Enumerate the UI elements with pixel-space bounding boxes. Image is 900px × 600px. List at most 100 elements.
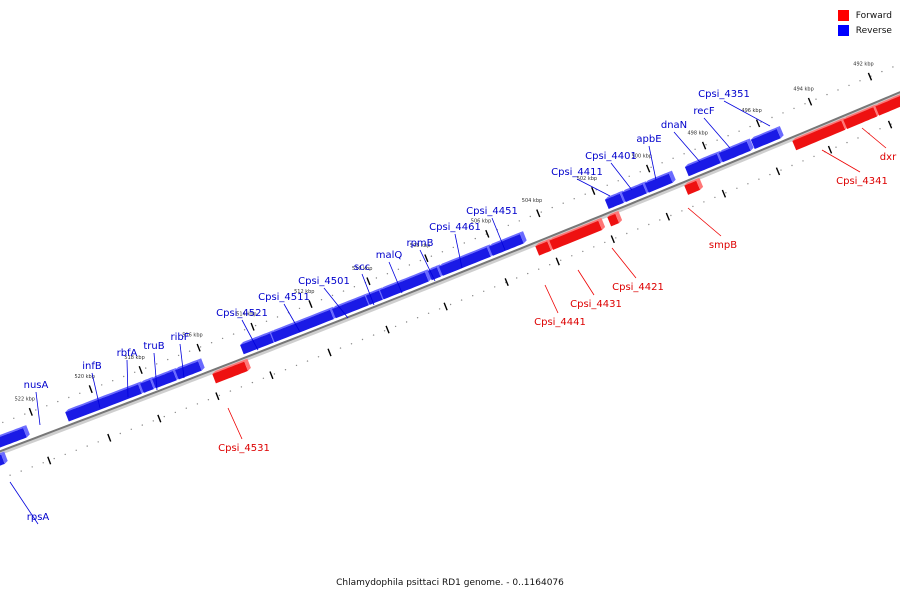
lower-guide-dot: [449, 303, 452, 306]
upper-guide-dot: [837, 89, 839, 91]
lower-guide-dot: [582, 250, 584, 253]
upper-guide-dot: [145, 367, 147, 369]
ribF-label[interactable]: ribF: [171, 332, 190, 343]
lower-guide-dot: [20, 470, 22, 472]
lower-guide-dot: [361, 338, 364, 341]
lower-guide-dot: [64, 453, 66, 456]
upper-guide-dot: [221, 337, 224, 340]
Cpsi_4531-label[interactable]: Cpsi_4531: [218, 443, 270, 454]
upper-guide-dot: [793, 107, 795, 110]
Cpsi_4421-gene-block: [607, 213, 620, 227]
truB-label[interactable]: truB: [143, 341, 164, 352]
infB-leader-line: [91, 372, 101, 409]
recF-gene-top: [718, 138, 750, 153]
Cpsi_4521-label[interactable]: Cpsi_4521: [216, 308, 268, 319]
ribF-gene-end: [198, 358, 205, 371]
Cpsi_4421-label[interactable]: Cpsi_4421: [612, 282, 664, 293]
Cpsi_4511-leader-line: [283, 303, 301, 333]
Cpsi_4521-gene-block: [240, 333, 274, 355]
malQ-label[interactable]: malQ: [376, 250, 403, 261]
scc-label[interactable]: scc: [354, 262, 370, 273]
scale-tick-lower: [107, 433, 112, 442]
Cpsi_4421-gene-end: [615, 210, 623, 224]
nusA-gene-top: [0, 425, 27, 437]
rbfA-label[interactable]: rbfA: [117, 348, 138, 359]
scale-tick-lower: [721, 189, 727, 198]
rpsA-label[interactable]: rpsA: [27, 512, 50, 523]
Cpsi_4511-label[interactable]: Cpsi_4511: [258, 292, 310, 303]
upper-guide-dot: [35, 409, 37, 411]
lower-guide-dot: [240, 386, 243, 388]
scale-tick-label: 512 kbp: [294, 289, 314, 295]
rpmB-label[interactable]: rpmB: [406, 238, 433, 249]
lower-guide-dot: [438, 308, 441, 310]
upper-guide-dot: [507, 224, 509, 227]
backbone-shadow: [0, 93, 900, 456]
lower-guide-dot: [339, 347, 342, 349]
Cpsi_4401-gene-block: [621, 184, 647, 203]
Cpsi_4431-gene-end: [598, 217, 606, 230]
upper-guide-dot: [101, 384, 103, 386]
Cpsi_4441-label[interactable]: Cpsi_4441: [534, 317, 586, 328]
scale-tick-lower: [555, 257, 560, 266]
lower-guide-dot: [769, 173, 771, 176]
lower-guide-dot: [163, 415, 165, 418]
upper-guide-dot: [419, 259, 422, 262]
Cpsi_4441-gene-top: [535, 238, 551, 247]
upper-guide-dot: [386, 273, 389, 275]
apbE-leader-line: [648, 145, 657, 181]
Cpsi_4351-label[interactable]: Cpsi_4351: [698, 89, 750, 100]
upper-guide-dot: [859, 80, 861, 82]
apbE-label[interactable]: apbE: [636, 134, 661, 145]
Cpsi_4501-label[interactable]: Cpsi_4501: [298, 276, 350, 287]
Cpsi_4411-label[interactable]: Cpsi_4411: [551, 167, 603, 178]
scale-tick-label: 494 kbp: [793, 87, 813, 93]
malQ-leader-line: [388, 261, 403, 294]
infB-label[interactable]: infB: [82, 361, 102, 372]
scale-tick-label: 508 kbp: [410, 243, 430, 249]
Cpsi_4451-label[interactable]: Cpsi_4451: [466, 206, 518, 217]
dxr-label[interactable]: dxr: [880, 152, 897, 163]
lower-guide-dot: [317, 356, 320, 358]
Cpsi_4401-label[interactable]: Cpsi_4401: [585, 151, 637, 162]
scale-tick: [250, 322, 255, 331]
Cpsi_4461-gene-block: [439, 247, 491, 276]
Cpsi_4461-leader-line: [454, 233, 463, 269]
Cpsi_4341-label[interactable]: Cpsi_4341: [836, 176, 888, 187]
scale-tick-lower: [504, 278, 509, 287]
upper-guide-dot: [320, 299, 323, 301]
recF-label[interactable]: recF: [693, 106, 715, 117]
lower-guide-dot: [538, 268, 540, 270]
lower-guide-dot: [262, 377, 265, 379]
lower-guide-dot: [207, 399, 210, 401]
Cpsi_4461-label[interactable]: Cpsi_4461: [429, 222, 481, 233]
dnaN-label[interactable]: dnaN: [661, 120, 687, 131]
Cpsi_4341-gene-block: [792, 120, 846, 151]
smpB-label[interactable]: smpB: [709, 240, 737, 251]
Cpsi_4421-leader-line: [611, 247, 637, 279]
legend-item-forward[interactable]: Forward: [837, 8, 892, 23]
nusA-gene-block: [0, 428, 27, 448]
scale-tick-label: 498 kbp: [688, 131, 708, 137]
upper-guide-dot: [188, 350, 191, 352]
upper-guide-dot: [342, 290, 345, 292]
upper-guide-dot: [551, 206, 553, 209]
smpB-gene-end: [696, 177, 704, 190]
upper-guide-dot: [661, 162, 663, 164]
lower-guide-dot: [483, 290, 485, 292]
Cpsi_4451-gene-end: [520, 231, 527, 244]
upper-guide-dot: [606, 184, 608, 186]
lower-guide-dot: [350, 343, 353, 345]
lower-guide-dot: [615, 237, 617, 239]
legend-item-reverse[interactable]: Reverse: [837, 23, 892, 38]
nusA-leader-line: [35, 391, 41, 426]
genome-caption: Chlamydophila psittaci RD1 genome. - 0..…: [336, 578, 564, 588]
Cpsi_4431-label[interactable]: Cpsi_4431: [570, 299, 622, 310]
apbE-gene-block: [644, 173, 673, 193]
Cpsi_4411-gene-block: [604, 193, 624, 209]
recF-leader-line: [703, 117, 731, 149]
upper-guide-dot: [540, 211, 542, 213]
nusA-label[interactable]: nusA: [24, 380, 49, 391]
scale-tick: [424, 254, 429, 263]
scale-tick-label: 510 kbp: [352, 266, 372, 272]
